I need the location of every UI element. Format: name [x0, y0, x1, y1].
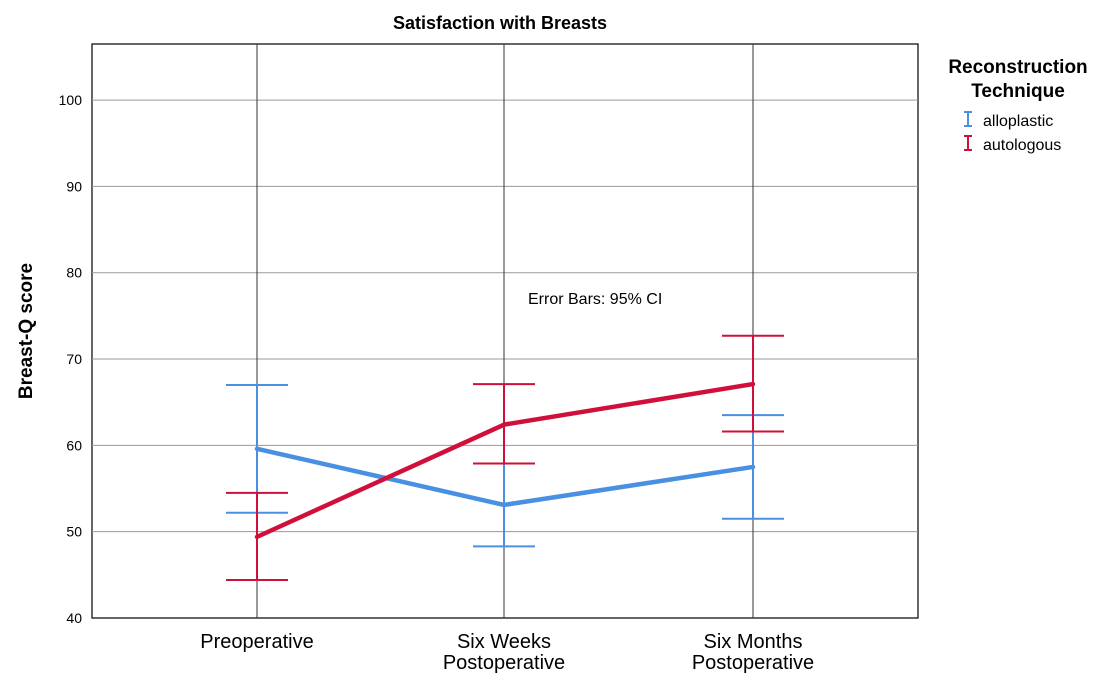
y-tick-label: 70 — [66, 351, 82, 367]
x-tick-label: Six Months Postoperative — [692, 631, 814, 674]
legend-title-line-2: Technique — [971, 81, 1065, 102]
y-axis-label: Breast-Q score — [16, 263, 37, 399]
y-tick-label: 50 — [66, 524, 82, 540]
y-tick-label: 40 — [66, 610, 82, 626]
series-line-autologous — [254, 381, 756, 540]
legend-item-autologous: autologous — [964, 135, 1061, 154]
series-line-alloplastic — [254, 446, 756, 508]
x-tick-label: Preoperative — [200, 631, 313, 653]
error-bars-annotation: Error Bars: 95% CI — [528, 291, 662, 308]
y-tick-label: 90 — [66, 178, 82, 194]
legend-label: alloplastic — [983, 113, 1053, 130]
series-autologous — [226, 334, 784, 582]
chart-title: Satisfaction with Breasts — [393, 13, 607, 33]
x-tick-label: Six Weeks Postoperative — [443, 631, 565, 674]
legend-title-line-1: Reconstruction — [948, 57, 1087, 78]
y-tick-label: 80 — [66, 265, 82, 281]
y-tick-label: 100 — [59, 92, 83, 108]
legend-label: autologous — [983, 137, 1061, 154]
legend-item-alloplastic: alloplastic — [964, 111, 1053, 130]
y-tick-label: 60 — [66, 437, 82, 453]
